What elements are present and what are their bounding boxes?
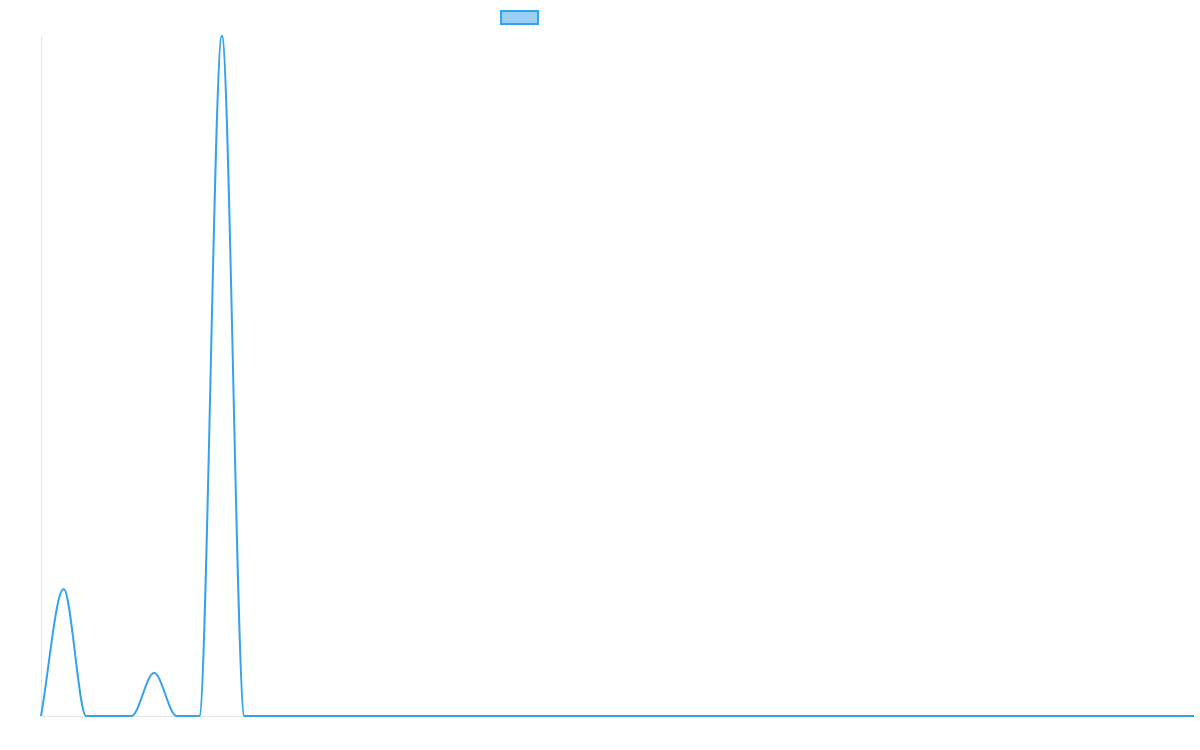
data-point-15[interactable] — [376, 712, 384, 720]
data-point-14[interactable] — [354, 712, 362, 720]
data-point-8[interactable] — [218, 32, 226, 40]
data-point-10[interactable] — [263, 712, 271, 720]
legend-swatch[interactable] — [500, 10, 539, 25]
data-point-43[interactable] — [1009, 712, 1017, 720]
data-point-19[interactable] — [467, 712, 475, 720]
data-point-37[interactable] — [873, 712, 881, 720]
data-point-31[interactable] — [738, 712, 746, 720]
data-point-4[interactable] — [127, 712, 135, 720]
data-point-13[interactable] — [331, 712, 339, 720]
data-point-22[interactable] — [534, 712, 542, 720]
series-layer — [37, 32, 1198, 720]
data-point-46[interactable] — [1077, 712, 1085, 720]
data-point-48[interactable] — [1122, 712, 1130, 720]
data-point-29[interactable] — [693, 712, 701, 720]
data-point-50[interactable] — [1167, 712, 1175, 720]
data-point-23[interactable] — [557, 712, 565, 720]
data-point-24[interactable] — [580, 712, 588, 720]
data-point-47[interactable] — [1100, 712, 1108, 720]
data-point-2[interactable] — [82, 712, 90, 720]
data-point-34[interactable] — [806, 712, 814, 720]
data-point-11[interactable] — [286, 712, 294, 720]
data-point-20[interactable] — [489, 712, 497, 720]
data-point-30[interactable] — [715, 712, 723, 720]
data-point-16[interactable] — [399, 712, 407, 720]
data-point-6[interactable] — [173, 712, 181, 720]
data-point-33[interactable] — [783, 712, 791, 720]
data-point-17[interactable] — [421, 712, 429, 720]
data-point-51[interactable] — [1190, 712, 1198, 720]
data-point-21[interactable] — [512, 712, 520, 720]
data-point-42[interactable] — [987, 712, 995, 720]
data-point-25[interactable] — [602, 712, 610, 720]
data-point-38[interactable] — [896, 712, 904, 720]
data-point-0[interactable] — [37, 712, 45, 720]
data-point-5[interactable] — [150, 669, 158, 677]
data-point-9[interactable] — [240, 712, 248, 720]
data-point-32[interactable] — [760, 712, 768, 720]
data-point-7[interactable] — [195, 712, 203, 720]
data-point-36[interactable] — [851, 712, 859, 720]
data-point-35[interactable] — [828, 712, 836, 720]
data-point-27[interactable] — [647, 712, 655, 720]
data-point-26[interactable] — [625, 712, 633, 720]
data-point-41[interactable] — [964, 712, 972, 720]
data-point-44[interactable] — [1032, 712, 1040, 720]
data-point-49[interactable] — [1145, 712, 1153, 720]
data-point-3[interactable] — [105, 712, 113, 720]
data-point-18[interactable] — [444, 712, 452, 720]
data-point-40[interactable] — [941, 712, 949, 720]
series-line-0 — [40, 34, 1194, 717]
data-point-39[interactable] — [919, 712, 927, 720]
data-point-45[interactable] — [1054, 712, 1062, 720]
data-point-1[interactable] — [60, 585, 68, 593]
data-point-28[interactable] — [670, 712, 678, 720]
data-point-12[interactable] — [308, 712, 316, 720]
